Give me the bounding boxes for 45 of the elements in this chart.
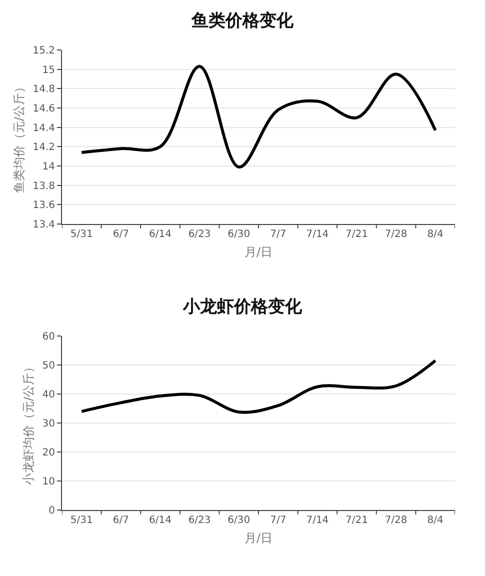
x-tick-label: 5/31 <box>70 515 93 526</box>
x-tick-label: 8/4 <box>427 229 444 240</box>
x-tick-label: 7/7 <box>270 515 286 526</box>
y-tick-label: 0 <box>48 506 55 516</box>
y-axis-title: 小龙虾均价（元/公斤） <box>22 360 36 486</box>
x-tick-label: 6/23 <box>188 229 211 240</box>
x-tick-label: 5/31 <box>70 229 93 240</box>
x-tick-label: 7/28 <box>384 229 408 240</box>
x-tick-label: 7/7 <box>270 229 286 240</box>
x-tick-label: 8/4 <box>427 515 444 526</box>
y-tick-label: 14 <box>42 162 55 172</box>
x-tick-label: 7/21 <box>346 515 368 526</box>
y-tick-label: 10 <box>42 476 55 488</box>
x-axis-title: 月/日 <box>244 244 273 259</box>
y-tick-label: 15.2 <box>32 46 55 56</box>
y-tick-label: 40 <box>42 390 55 400</box>
line-series <box>80 359 437 414</box>
y-axis-title: 鱼类均价（元/公斤） <box>12 80 26 194</box>
x-tick-label: 7/14 <box>306 515 329 526</box>
y-tick-label: 30 <box>42 418 55 430</box>
y-tick-label: 20 <box>42 448 55 458</box>
x-axis-title: 月/日 <box>244 530 273 545</box>
y-tick-label: 13.4 <box>32 220 55 230</box>
x-tick-label: 6/30 <box>228 515 250 526</box>
x-tick-label: 6/14 <box>149 229 172 240</box>
y-tick-label: 50 <box>42 360 55 372</box>
y-tick-label: 13.8 <box>32 180 55 192</box>
line-series <box>80 64 437 168</box>
x-tick-label: 6/7 <box>112 229 129 240</box>
y-tick-label: 14.6 <box>32 104 55 114</box>
chart-title: 小龙虾价格变化 <box>182 297 303 318</box>
x-tick-label: 6/7 <box>112 515 129 526</box>
y-tick-label: 14.8 <box>32 84 55 96</box>
y-tick-label: 14.4 <box>32 122 55 134</box>
y-tick-label: 13.6 <box>32 200 55 212</box>
x-tick-label: 7/21 <box>346 229 368 240</box>
y-tick-label: 60 <box>42 332 55 342</box>
x-tick-label: 6/23 <box>188 515 211 526</box>
x-tick-label: 6/14 <box>149 515 172 526</box>
x-tick-label: 7/14 <box>306 229 329 240</box>
chart-title: 鱼类价格变化 <box>190 11 294 32</box>
x-tick-label: 7/28 <box>384 515 408 526</box>
y-tick-label: 15 <box>42 64 55 76</box>
y-tick-label: 14.2 <box>32 142 55 154</box>
x-tick-label: 6/30 <box>228 229 250 240</box>
